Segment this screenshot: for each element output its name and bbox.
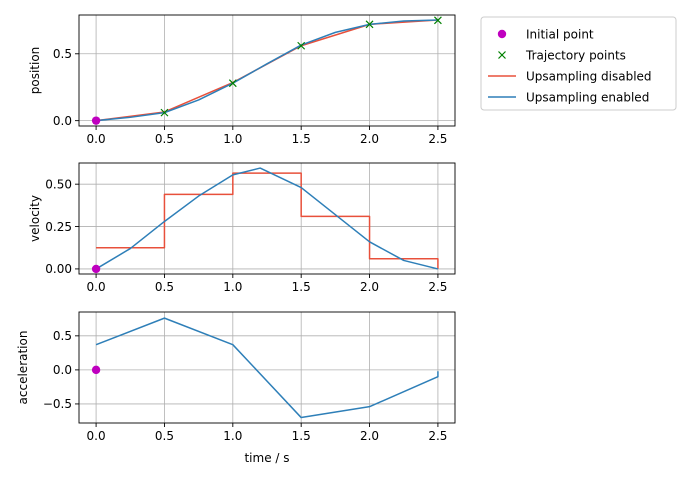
axes-frame xyxy=(78,311,456,424)
legend-label: Upsampling disabled xyxy=(526,69,652,83)
trajectory-point-stroke xyxy=(433,16,442,25)
legend-label: Initial point xyxy=(526,27,594,41)
x-tick-label: 2.0 xyxy=(360,280,379,294)
y-tick-label: 0.0 xyxy=(53,114,72,128)
x-axis-label: time / s xyxy=(244,451,289,465)
plot-area xyxy=(95,317,439,419)
legend-label: Trajectory points xyxy=(525,48,626,62)
legend-item: Trajectory points xyxy=(498,48,626,62)
legend-marker-circle xyxy=(497,29,507,39)
trajectory-point-stroke xyxy=(297,41,306,50)
trajectory-point-stroke xyxy=(160,108,169,117)
x-tick-label: 0.5 xyxy=(155,132,174,146)
plot-area xyxy=(95,167,439,270)
series-line-upsampling-enabled xyxy=(95,167,439,270)
x-tick-label: 1.5 xyxy=(292,429,311,443)
y-tick-label: 0.5 xyxy=(53,329,72,343)
series-line-upsampling-enabled xyxy=(95,317,439,419)
initial-point xyxy=(91,264,101,274)
trajectory-point xyxy=(228,79,237,88)
x-tick-label: 2.0 xyxy=(360,429,379,443)
x-tick-label: 0.5 xyxy=(155,429,174,443)
series-line-upsampling-disabled xyxy=(95,19,438,122)
y-axis-label: position xyxy=(28,47,42,95)
y-tick-label: 0.5 xyxy=(53,47,72,61)
legend-item: Upsampling disabled xyxy=(488,69,652,83)
legend-label: Upsampling enabled xyxy=(526,90,649,104)
subplot-acceleration: 0.0 0.5 1.0 1.5 2.0 2.5 −0.5 0.0 0.5 acceleration… xyxy=(16,311,456,465)
trajectory-point xyxy=(365,20,374,29)
legend-item: Initial point xyxy=(497,27,594,41)
series-line-upsampling-disabled xyxy=(96,172,439,269)
y-axis-label: velocity xyxy=(28,195,42,242)
legend-item: Upsampling enabled xyxy=(488,90,649,104)
series-line-upsampling-enabled xyxy=(96,19,438,122)
x-tick-label: 2.5 xyxy=(428,429,447,443)
initial-point xyxy=(91,365,101,375)
legend-frame xyxy=(480,16,677,111)
x-tick-label: 2.5 xyxy=(428,280,447,294)
initial-point xyxy=(91,116,101,125)
plot-area xyxy=(95,16,442,122)
trajectory-point xyxy=(433,16,442,25)
x-tick-label: 0.0 xyxy=(87,429,106,443)
x-tick-label: 0.0 xyxy=(87,280,106,294)
x-tick-label: 1.5 xyxy=(292,280,311,294)
axes-frame xyxy=(78,14,456,127)
y-tick-label: 0.25 xyxy=(45,220,72,234)
legend: Initial point Trajectory points Upsampling… xyxy=(480,16,677,111)
x-tick-label: 1.5 xyxy=(292,132,311,146)
x-tick-label: 2.0 xyxy=(360,132,379,146)
subplot-position: 0.0 0.5 1.0 1.5 2.0 2.5 0.0 0.5 position xyxy=(28,14,456,146)
y-axis-label: acceleration xyxy=(16,331,30,405)
axes-frame xyxy=(78,162,456,275)
y-tick-label: 0.50 xyxy=(45,177,72,191)
y-tick-label: 0.0 xyxy=(53,363,72,377)
trajectory-point xyxy=(160,108,169,117)
legend-marker-x xyxy=(498,51,506,59)
trajectory-point-stroke xyxy=(365,20,374,29)
x-tick-label: 0.5 xyxy=(155,280,174,294)
y-tick-label: −0.5 xyxy=(43,397,72,411)
x-tick-label: 1.0 xyxy=(223,280,242,294)
x-tick-label: 0.0 xyxy=(87,132,106,146)
y-tick-label: 0.00 xyxy=(45,262,72,276)
x-tick-label: 2.5 xyxy=(428,132,447,146)
x-tick-label: 1.0 xyxy=(223,132,242,146)
x-tick-label: 1.0 xyxy=(223,429,242,443)
trajectory-point-stroke xyxy=(228,79,237,88)
trajectory-point xyxy=(297,41,306,50)
